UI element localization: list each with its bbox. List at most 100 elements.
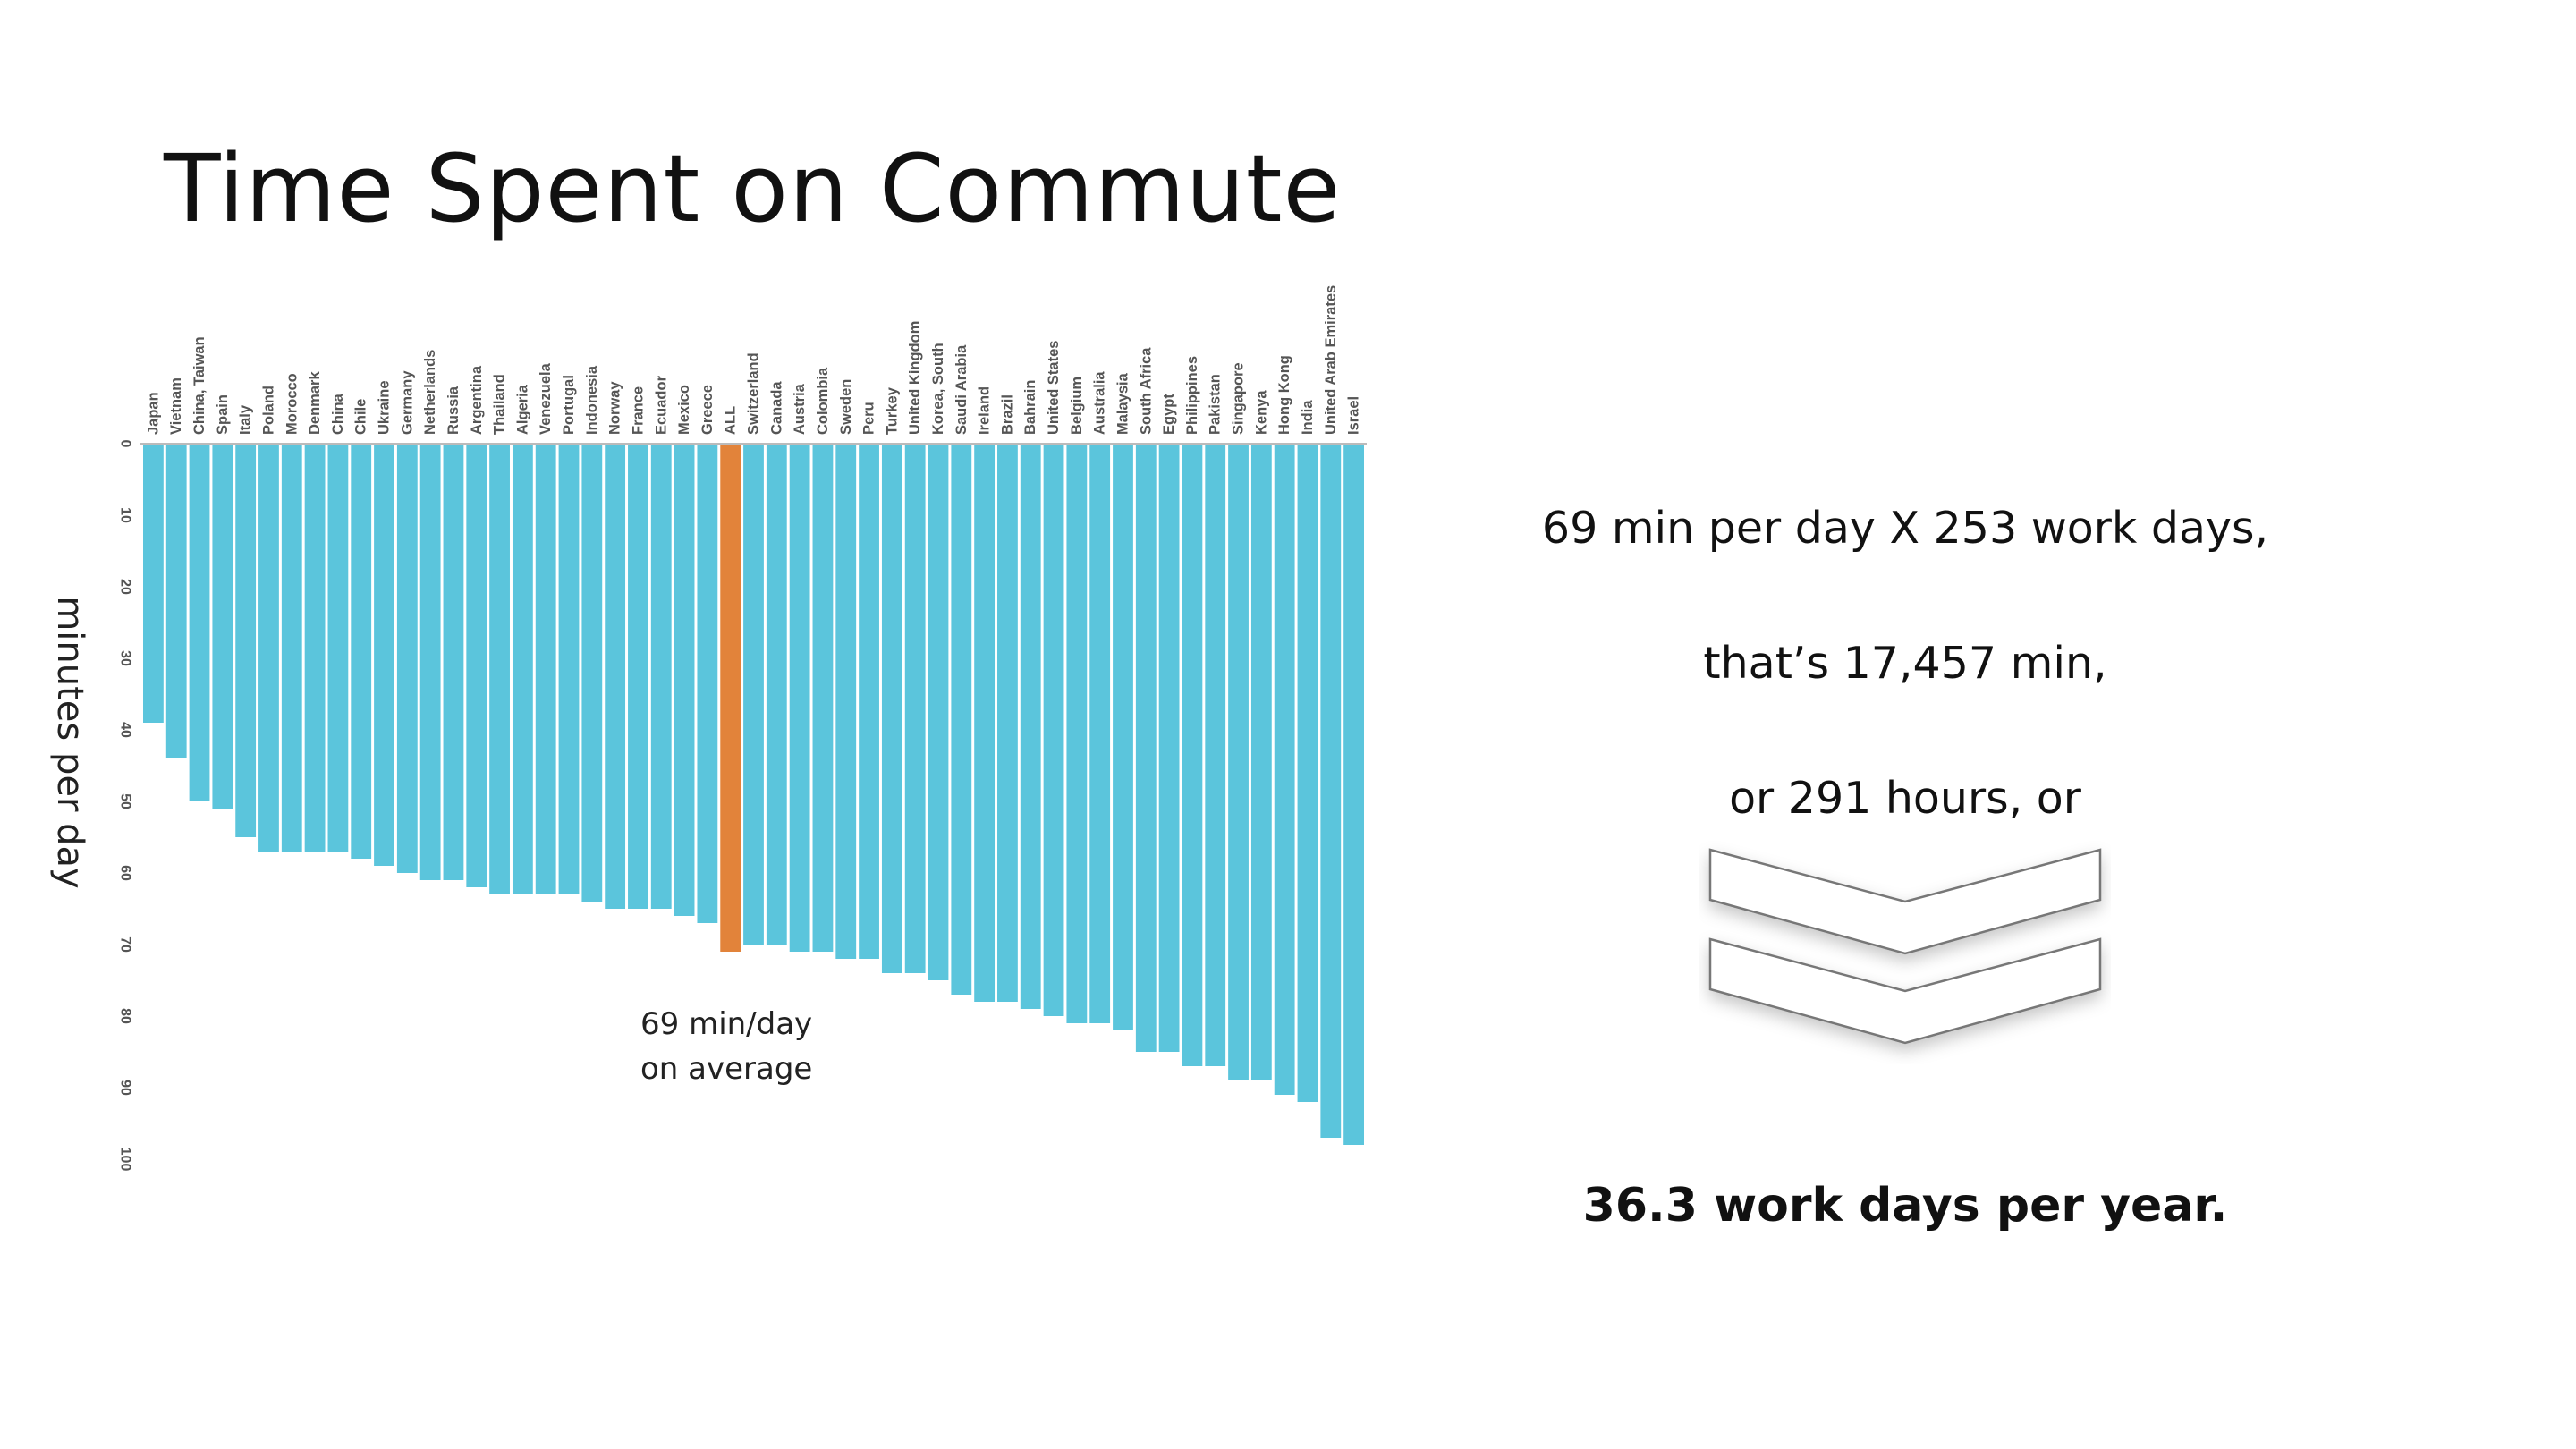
annotation-line-1: 69 min/day bbox=[640, 1006, 813, 1042]
bar-brazil bbox=[997, 444, 1018, 1002]
bar-peru bbox=[859, 444, 879, 959]
bar-china bbox=[327, 444, 349, 852]
bar-venezuela bbox=[535, 444, 556, 894]
y-tick-label: 100 bbox=[118, 1148, 133, 1172]
category-label: Chile bbox=[353, 399, 369, 435]
y-tick-label: 30 bbox=[118, 650, 133, 666]
category-label: Morocco bbox=[284, 373, 300, 435]
double-chevron-down-icon bbox=[1708, 848, 2102, 1045]
category-label: Greece bbox=[699, 385, 716, 435]
bar-mexico bbox=[674, 444, 695, 916]
result-text: 36.3 work days per year. bbox=[1582, 1179, 2228, 1233]
category-label: Ukraine bbox=[377, 380, 393, 435]
category-label: Denmark bbox=[307, 371, 323, 435]
bar-canada bbox=[766, 444, 787, 945]
y-tick-label: 60 bbox=[118, 865, 133, 881]
bar-germany bbox=[396, 444, 418, 873]
bar-france bbox=[628, 444, 648, 909]
annotation-line-2: on average bbox=[640, 1051, 813, 1087]
category-label: Russia bbox=[445, 386, 462, 435]
category-label: Philippines bbox=[1184, 356, 1200, 435]
y-tick-labels: 0 10 20 30 40 50 60 70 80 90 100 bbox=[118, 440, 133, 1172]
bar-morocco bbox=[281, 444, 302, 852]
category-label: Canada bbox=[768, 381, 784, 435]
category-label: Ireland bbox=[977, 386, 993, 435]
calc-line-2: that’s 17,457 min, bbox=[1703, 638, 2107, 689]
bar-spain bbox=[212, 444, 233, 809]
bar-russia bbox=[443, 444, 464, 880]
category-label: Colombia bbox=[815, 367, 831, 435]
bar-sweden bbox=[835, 444, 857, 959]
category-label: Singapore bbox=[1231, 362, 1247, 435]
category-label: China bbox=[330, 393, 346, 435]
bar-norway bbox=[605, 444, 626, 909]
y-tick-label: 20 bbox=[118, 579, 133, 595]
category-label: ALL bbox=[723, 406, 739, 435]
y-tick-label: 40 bbox=[118, 722, 133, 738]
bar-greece bbox=[697, 444, 718, 923]
bar-portugal bbox=[558, 444, 580, 894]
bar-indonesia bbox=[581, 444, 603, 902]
bar-korea-south bbox=[928, 444, 949, 980]
y-tick-label: 10 bbox=[118, 507, 133, 523]
bar-pakistan bbox=[1205, 444, 1226, 1066]
bar-hong-kong bbox=[1274, 444, 1295, 1095]
bar-switzerland bbox=[743, 444, 764, 945]
bar-vietnam bbox=[165, 444, 187, 758]
category-label: United Arab Emirates bbox=[1323, 285, 1339, 435]
bar-denmark bbox=[304, 444, 326, 852]
bar-thailand bbox=[489, 444, 510, 894]
category-label: Algeria bbox=[514, 384, 530, 435]
category-label: South Africa bbox=[1138, 347, 1154, 435]
bar-bahrain bbox=[1020, 444, 1041, 1009]
bar-united-states bbox=[1043, 444, 1064, 1016]
category-label: Vietnam bbox=[168, 377, 184, 435]
bar-egypt bbox=[1158, 444, 1180, 1052]
category-label: Belgium bbox=[1069, 377, 1085, 435]
bar-belgium bbox=[1066, 444, 1088, 1023]
category-label: Mexico bbox=[676, 385, 692, 435]
category-label: Sweden bbox=[838, 379, 854, 435]
category-label: France bbox=[630, 386, 646, 435]
commute-bar-chart: Japan Vietnam China, Taiwan Spain Italy Polan… bbox=[118, 285, 1367, 1172]
category-label: Saudi Arabia bbox=[953, 344, 970, 435]
bar-china-taiwan bbox=[189, 444, 210, 801]
category-label: Portugal bbox=[561, 375, 577, 435]
category-label: Indonesia bbox=[584, 365, 600, 435]
category-label: Australia bbox=[1092, 371, 1108, 435]
bar-japan bbox=[143, 444, 164, 723]
category-label: Germany bbox=[399, 370, 415, 435]
y-tick-label: 0 bbox=[118, 440, 133, 448]
bar-chile bbox=[351, 444, 372, 859]
category-label: Venezuela bbox=[538, 362, 554, 435]
category-label: Korea, South bbox=[930, 343, 946, 435]
bar-israel bbox=[1343, 444, 1364, 1145]
category-label: Bahrain bbox=[1022, 380, 1038, 435]
y-tick-label: 70 bbox=[118, 936, 133, 953]
bar-united-kingdom bbox=[904, 444, 926, 973]
category-label: Pakistan bbox=[1208, 374, 1224, 435]
category-label: Italy bbox=[238, 404, 254, 435]
category-label: Israel bbox=[1346, 396, 1362, 435]
category-label: Kenya bbox=[1253, 390, 1269, 435]
category-label: India bbox=[1300, 400, 1316, 435]
category-label: Netherlands bbox=[422, 350, 438, 435]
bar-poland bbox=[258, 444, 279, 852]
category-label: Turkey bbox=[884, 386, 900, 435]
bar-italy bbox=[235, 444, 257, 837]
bar-ireland bbox=[974, 444, 996, 1002]
average-annotation: 69 min/day on average bbox=[640, 1002, 812, 1091]
bar-south-africa bbox=[1135, 444, 1157, 1052]
bar-all bbox=[720, 444, 741, 952]
category-label: United States bbox=[1046, 341, 1062, 435]
bar-australia bbox=[1089, 444, 1111, 1023]
category-label: China, Taiwan bbox=[191, 336, 208, 435]
y-tick-label: 80 bbox=[118, 1008, 133, 1024]
calc-line-3: or 291 hours, or bbox=[1729, 773, 2081, 824]
bar-algeria bbox=[512, 444, 533, 894]
bar-turkey bbox=[881, 444, 902, 973]
category-label: Brazil bbox=[999, 394, 1015, 435]
bar-ecuador bbox=[650, 444, 672, 909]
bars-group bbox=[143, 444, 1364, 1145]
category-label: Argentina bbox=[469, 365, 485, 435]
